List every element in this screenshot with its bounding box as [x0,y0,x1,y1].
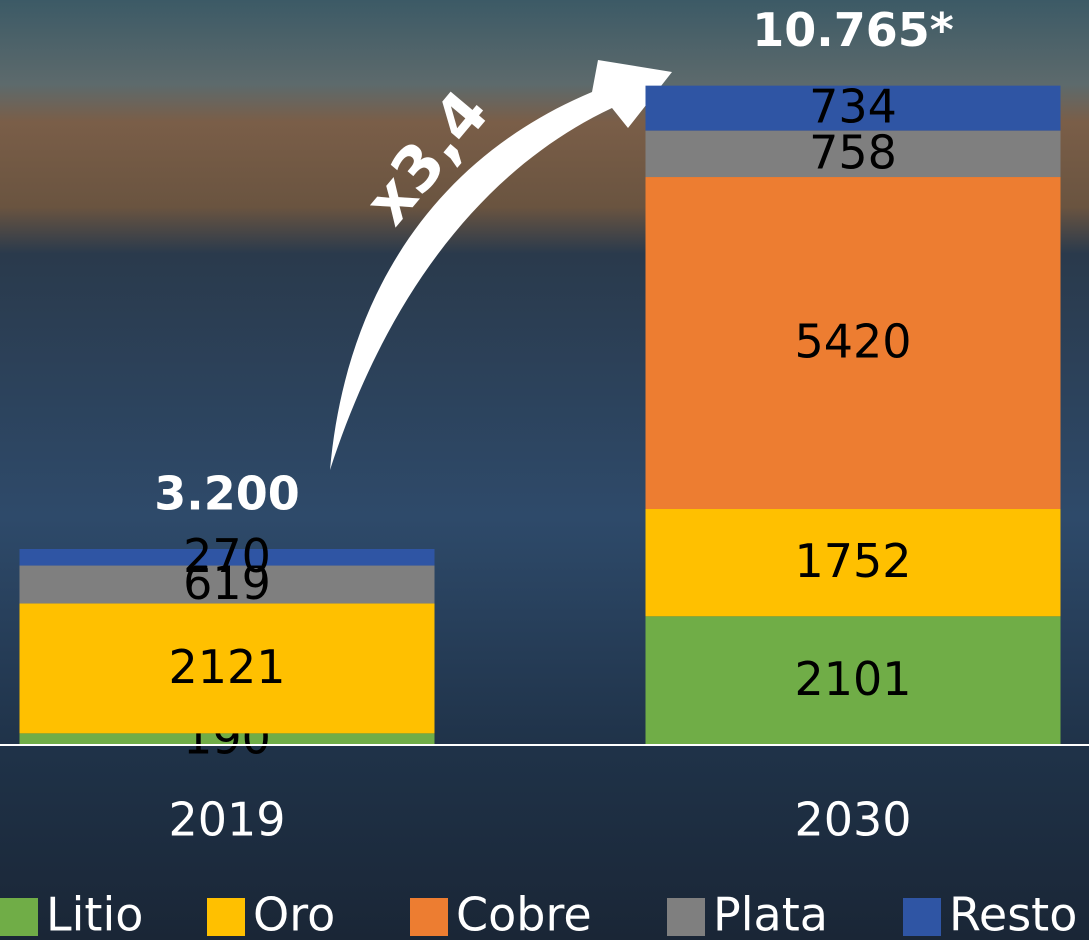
chart: x3,4 19021216192703.20020192101175254207… [0,0,1089,940]
total-label: 3.200 [154,467,300,521]
value-label: 5420 [794,315,911,369]
value-label: 1752 [794,534,911,588]
legend-label: Cobre [456,888,592,940]
value-label: 2121 [168,640,285,694]
legend-swatch [410,898,448,936]
total-label: 10.765* [752,3,954,57]
x-tick-label: 2030 [794,793,911,847]
legend-swatch [903,898,941,936]
value-label: 270 [183,529,271,583]
page: {"chart_data": { "type": "stacked-bar", … [0,0,1089,940]
legend-label: Resto [949,888,1077,940]
legend-label: Plata [713,888,828,940]
value-label: 2101 [794,652,911,706]
legend-swatch [667,898,705,936]
legend-label: Litio [46,888,143,940]
legend-swatch [0,898,38,936]
legend-swatch [207,898,245,936]
x-tick-label: 2019 [168,793,285,847]
legend-label: Oro [253,888,335,940]
value-label: 734 [809,80,897,134]
